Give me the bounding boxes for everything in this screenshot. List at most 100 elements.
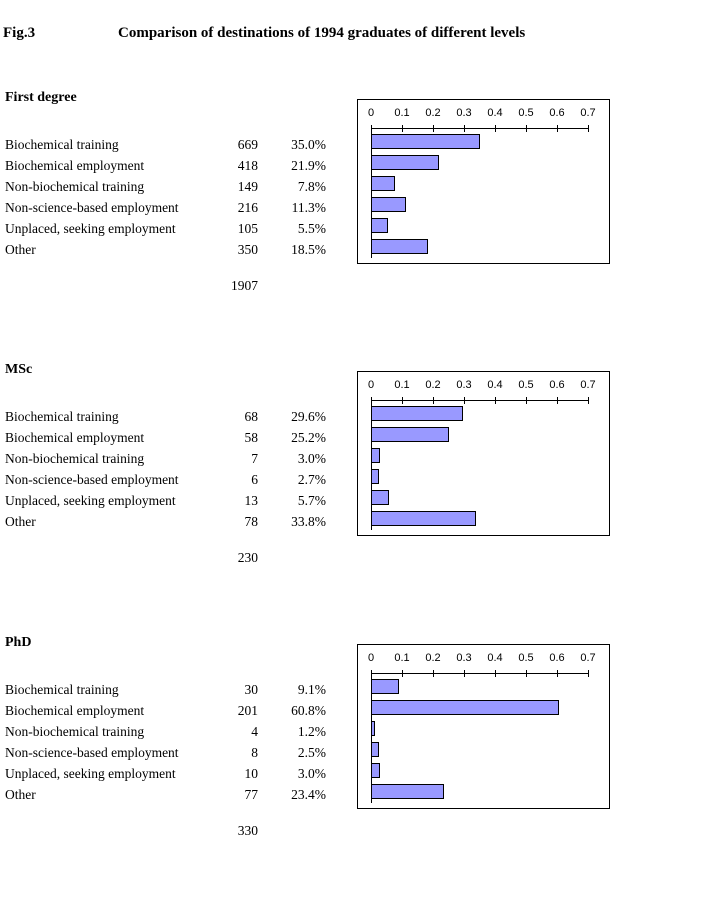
row-label: Non-biochemical training [5,451,145,466]
section-title: MSc [5,362,33,377]
section-first-degree: First degree Biochemical training 669 35.0… [0,90,713,362]
x-axis-tick-label: 0.2 [425,379,441,391]
bar-chart: 0 0.1 0.2 0.3 0.4 0.5 0.6 0.7 [357,644,610,809]
table-row: Non-biochemical training 4 1.2% [5,721,335,742]
row-percent: 3.0% [297,451,326,466]
row-percent: 2.5% [297,745,326,760]
chart-bar [371,784,444,799]
chart-bar [371,721,375,736]
x-axis-tick-label: 0.4 [487,379,503,391]
x-axis-line [371,400,589,401]
table-row: Non-biochemical training 149 7.8% [5,176,335,197]
x-axis-tick-label: 0.3 [456,652,472,664]
row-count: 4 [251,724,258,739]
row-label: Unplaced, seeking employment [5,493,176,508]
chart-bar [371,763,380,778]
row-count: 216 [237,200,258,215]
row-count: 10 [244,766,259,781]
row-count: 6 [251,472,258,487]
row-label: Non-biochemical training [5,179,145,194]
chart-bar [371,218,388,233]
chart-bar [371,679,399,694]
x-axis-tick-label: 0.7 [580,107,596,119]
row-count: 8 [251,745,258,760]
bar-chart: 0 0.1 0.2 0.3 0.4 0.5 0.6 0.7 [357,371,610,536]
row-label: Unplaced, seeking employment [5,221,176,236]
x-axis-tick-label: 0.1 [394,379,410,391]
x-axis-tick-label: 0.6 [549,379,565,391]
row-count: 78 [244,514,259,529]
table-row: Non-biochemical training 7 3.0% [5,448,335,469]
x-axis-tick-label: 0.3 [456,379,472,391]
row-count: 7 [251,451,258,466]
figure-number: Fig.3 [3,25,36,41]
y-axis-line [371,673,372,803]
row-label: Biochemical training [5,137,119,152]
row-percent: 25.2% [291,430,326,445]
row-percent: 5.5% [297,221,326,236]
destination-table: Biochemical training 30 9.1% Biochemical em… [0,635,340,815]
chart-bar [371,700,559,715]
x-axis-tick-label: 0.4 [487,652,503,664]
figure-title: Comparison of destinations of 1994 gradu… [118,25,526,41]
x-axis-tick-label: 0.1 [394,652,410,664]
row-label: Non-biochemical training [5,724,145,739]
row-percent: 35.0% [291,137,326,152]
row-percent: 9.1% [297,682,326,697]
chart-bar [371,427,449,442]
row-percent: 2.7% [297,472,326,487]
chart-bar [371,742,379,757]
table-row: Other 77 23.4% [5,784,335,805]
row-label: Non-science-based employment [5,472,179,487]
row-label: Non-science-based employment [5,745,179,760]
x-axis-tick-label: 0.3 [456,107,472,119]
destination-table: Biochemical training 68 29.6% Biochemical e… [0,362,340,542]
table-row: Biochemical training 669 35.0% [5,134,335,155]
x-axis-tick-label: 0.5 [518,107,534,119]
section-total: 1907 [231,278,258,293]
table-row: Unplaced, seeking employment 105 5.5% [5,218,335,239]
chart-bar [371,176,395,191]
chart-bar [371,448,380,463]
table-row: Non-science-based employment 6 2.7% [5,469,335,490]
destination-table: Biochemical training 669 35.0% Biochemical … [0,90,340,270]
x-axis-line [371,128,589,129]
section-title: First degree [5,90,77,105]
row-label: Biochemical employment [5,430,145,445]
chart-bar [371,511,476,526]
x-axis-tick-label: 0.5 [518,379,534,391]
row-count: 149 [237,179,258,194]
x-axis-tick-label: 0 [367,107,375,119]
x-axis-tick-label: 0.4 [487,107,503,119]
section-title: PhD [5,635,32,650]
x-axis-line [371,673,589,674]
table-row: Unplaced, seeking employment 10 3.0% [5,763,335,784]
row-count: 669 [237,137,258,152]
row-percent: 29.6% [291,409,326,424]
row-percent: 5.7% [297,493,326,508]
row-percent: 21.9% [291,158,326,173]
row-percent: 18.5% [291,242,326,257]
row-label: Unplaced, seeking employment [5,766,176,781]
row-count: 68 [244,409,259,424]
x-axis-tick-label: 0.5 [518,652,534,664]
x-axis-tick-label: 0 [367,379,375,391]
row-count: 350 [237,242,258,257]
table-row: Other 78 33.8% [5,511,335,532]
x-axis-tick-label: 0.7 [580,379,596,391]
section-phd: PhD Biochemical training 30 9.1% Biochemica… [0,635,713,907]
row-percent: 23.4% [291,787,326,802]
x-axis-tick-label: 0.6 [549,652,565,664]
table-row: Biochemical training 30 9.1% [5,679,335,700]
chart-bar [371,239,428,254]
row-label: Biochemical employment [5,703,145,718]
row-count: 77 [244,787,259,802]
table-row: Biochemical employment 418 21.9% [5,155,335,176]
row-label: Other [5,242,36,257]
row-count: 58 [244,430,259,445]
section-total: 330 [237,823,258,838]
row-count: 418 [237,158,258,173]
row-count: 13 [244,493,259,508]
row-percent: 60.8% [291,703,326,718]
chart-bar [371,406,463,421]
